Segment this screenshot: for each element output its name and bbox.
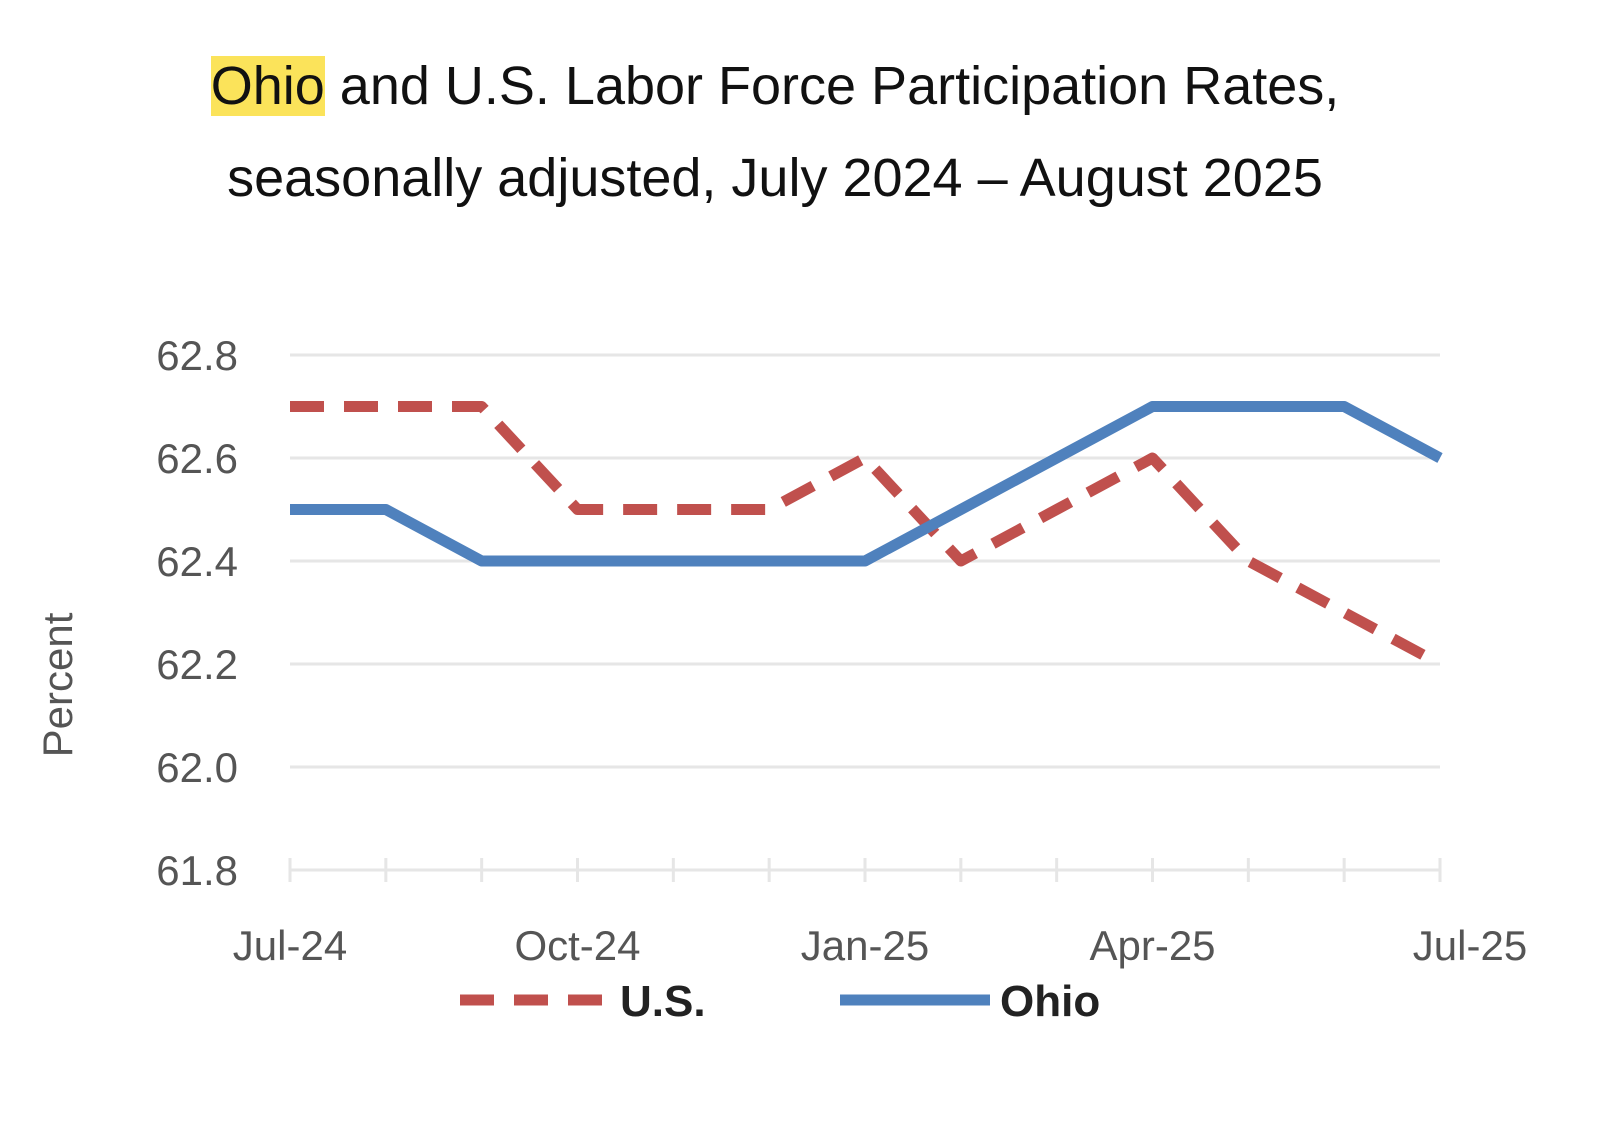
series-line-us xyxy=(290,401,1443,669)
series-line-ohio xyxy=(290,401,1443,567)
legend-label: Ohio xyxy=(1000,977,1100,1026)
x-tick-label: Apr-25 xyxy=(1089,922,1215,969)
x-tick-label: Jul-24 xyxy=(233,922,347,969)
y-tick-label: 62.2 xyxy=(156,641,238,688)
y-axis-label: Percent xyxy=(34,612,81,757)
x-tick-label: Jan-25 xyxy=(801,922,929,969)
y-tick-label: 62.0 xyxy=(156,744,238,791)
legend-label: U.S. xyxy=(620,977,706,1026)
chart-title: Ohio and U.S. Labor Force Participation … xyxy=(0,40,1550,224)
title-line1: and U.S. Labor Force Participation Rates… xyxy=(324,56,1340,116)
y-tick-label: 62.8 xyxy=(156,332,238,379)
x-tick-label: Oct-24 xyxy=(514,922,640,969)
x-tick-label: Jul-25 xyxy=(1413,922,1527,969)
y-tick-label: 62.4 xyxy=(156,538,238,585)
title-highlight: Ohio xyxy=(210,56,325,116)
y-tick-label: 62.6 xyxy=(156,435,238,482)
y-tick-label: 61.8 xyxy=(156,847,238,894)
title-line2: seasonally adjusted, July 2024 – August … xyxy=(227,148,1323,208)
